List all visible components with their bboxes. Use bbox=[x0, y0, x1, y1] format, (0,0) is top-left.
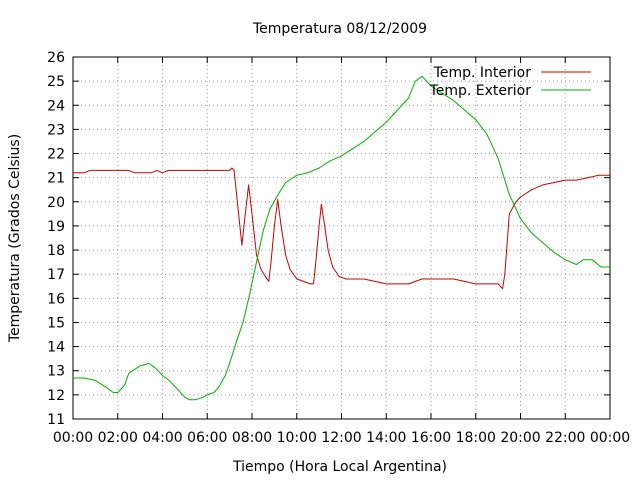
x-tick-label: 08:00 bbox=[232, 430, 272, 446]
x-tick-label: 12:00 bbox=[321, 430, 361, 446]
legend-label: Temp. Interior bbox=[433, 65, 532, 81]
grid bbox=[73, 57, 610, 419]
x-tick-label: 18:00 bbox=[456, 430, 496, 446]
y-axis-label: Temperatura (Grados Celsius) bbox=[7, 134, 23, 343]
x-tick-label: 14:00 bbox=[366, 430, 406, 446]
chart-title: Temperatura 08/12/2009 bbox=[252, 21, 427, 37]
y-tick-label: 14 bbox=[47, 340, 65, 356]
y-tick-label: 24 bbox=[47, 98, 65, 114]
x-tick-label: 04:00 bbox=[142, 430, 182, 446]
y-tick-label: 12 bbox=[47, 388, 65, 404]
x-tick-label: 22:00 bbox=[545, 430, 585, 446]
y-tick-label: 13 bbox=[47, 364, 65, 380]
x-tick-label: 06:00 bbox=[187, 430, 227, 446]
y-tick-label: 11 bbox=[47, 412, 65, 428]
y-tick-label: 20 bbox=[47, 195, 65, 211]
y-tick-label: 22 bbox=[47, 147, 65, 163]
legend-label: Temp. Exterior bbox=[429, 83, 532, 99]
x-tick-label: 20:00 bbox=[500, 430, 540, 446]
y-tick-label: 23 bbox=[47, 122, 65, 138]
y-tick-label: 16 bbox=[47, 291, 65, 307]
series-line-interior bbox=[73, 167, 610, 290]
x-tick-label: 16:00 bbox=[411, 430, 451, 446]
legend: Temp. Interior Temp. Exterior bbox=[429, 65, 591, 99]
y-tick-label: 17 bbox=[47, 267, 65, 283]
series bbox=[73, 75, 610, 401]
x-tick-label: 00:00 bbox=[590, 430, 630, 446]
y-tick-label: 26 bbox=[47, 50, 65, 66]
x-tick-label: 00:00 bbox=[53, 430, 93, 446]
x-axis-label: Tiempo (Hora Local Argentina) bbox=[232, 459, 447, 475]
plot-border bbox=[72, 56, 611, 420]
y-tick-label: 18 bbox=[47, 243, 65, 259]
y-tick-label: 19 bbox=[47, 219, 65, 235]
x-tick-label: 02:00 bbox=[98, 430, 138, 446]
y-tick-label: 15 bbox=[47, 315, 65, 331]
x-tick-label: 10:00 bbox=[277, 430, 317, 446]
y-tick-label: 25 bbox=[47, 74, 65, 90]
y-tick-label: 21 bbox=[47, 171, 65, 187]
axes: 00:00 02:00 04:00 06:00 08:00 10:00 12:00 14:00… bbox=[47, 50, 630, 446]
series-line-exterior bbox=[73, 75, 610, 401]
